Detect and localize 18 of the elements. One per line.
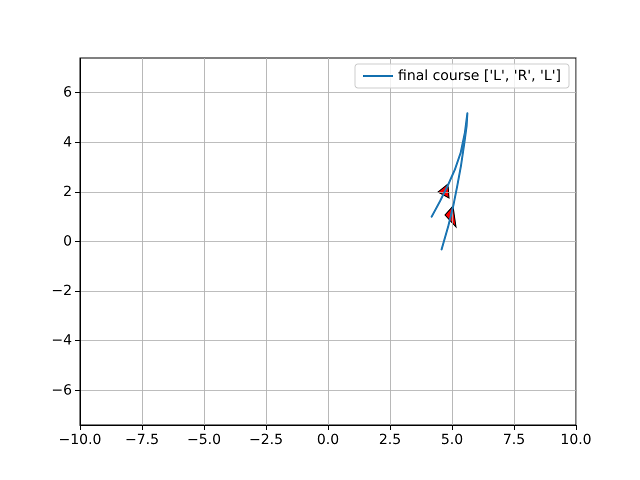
x-tick-label: 5.0: [440, 432, 464, 448]
x-tick-label: −2.5: [249, 432, 283, 448]
y-tick-label: −2: [51, 283, 72, 300]
x-tick-label: 2.5: [378, 432, 402, 448]
x-tick-label: 7.5: [502, 432, 526, 448]
y-tick-label: 4: [63, 134, 72, 150]
x-tick-label: −7.5: [125, 432, 159, 448]
y-tick-label: 6: [63, 84, 72, 101]
x-tick-label: −10.0: [58, 432, 102, 448]
y-tick-label: −4: [51, 332, 72, 349]
legend-label: final course ['L', 'R', 'L']: [398, 68, 562, 84]
y-tick-label: −6: [51, 382, 72, 398]
y-tick-label: 2: [63, 184, 72, 200]
x-tick-label: −5.0: [187, 432, 221, 448]
x-tick-label: 10.0: [560, 432, 592, 448]
line-series: [430, 112, 468, 250]
y-tick-label: 0: [63, 234, 72, 250]
x-tick-label: 0.0: [316, 432, 340, 448]
